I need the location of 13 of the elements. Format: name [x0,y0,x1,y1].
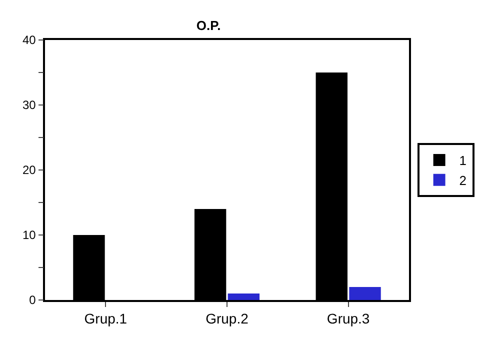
bar [228,294,260,300]
y-tick-label: 30 [22,98,36,112]
legend-label: 2 [459,172,467,188]
y-tick-label: 0 [29,293,36,308]
chart-title: O.P. [196,18,221,34]
y-tick-label: 40 [22,33,36,48]
bar [349,287,381,300]
x-tick-label: Grup.3 [326,310,370,327]
y-tick-label: 10 [22,228,36,242]
x-tick-label: Grup.1 [84,310,128,327]
legend-label: 1 [459,153,467,168]
y-tick-label: 20 [22,163,36,178]
x-tick-label: Grup.2 [206,310,249,327]
